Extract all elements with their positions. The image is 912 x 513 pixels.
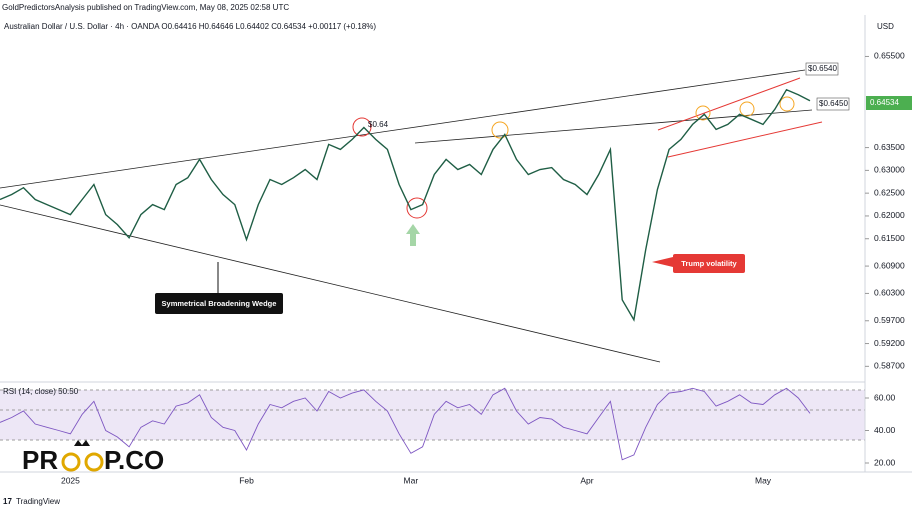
wedge-upper [0,69,806,189]
rsi-title: RSI (14, close) 50.50 [3,387,79,396]
x-tick-label: Feb [239,475,254,485]
annotation: Symmetrical Broadening Wedge [162,299,277,308]
annotation: $0.6540 [808,64,837,73]
marker-circle [491,121,509,139]
wedge-lower [0,204,661,363]
logo-right: P.CO [104,445,164,475]
marker-circle [739,101,755,117]
y-tick-label: 0.65500 [874,51,905,61]
last-price: 0.64534 [870,98,899,107]
y-tick-label: 0.61500 [874,233,905,243]
x-tick-label: Apr [580,475,593,485]
rsi-line [0,387,811,461]
tv-icon: 17 [3,497,12,506]
y2-tick-label: 60.00 [874,392,896,402]
y-tick-label: 0.59700 [874,315,905,325]
channel-upper [657,77,801,131]
annotation: $0.6450 [819,99,848,108]
pointer [652,257,673,267]
label-box [155,293,283,314]
label-box [673,254,745,273]
x-tick-label: 2025 [61,475,80,485]
y-tick-label: 0.60900 [874,260,905,270]
logo-icon [84,452,104,472]
y-tick-label: 0.62000 [874,210,905,220]
y-tick-label: 0.63000 [874,165,905,175]
marker-circle [406,197,428,219]
logo-icon [61,452,81,472]
rsi-band [0,390,865,440]
channel-lower [667,121,823,158]
header: GoldPredictorsAnalysis published on Trad… [2,3,289,12]
footer: TradingView [16,497,60,506]
label-box [805,62,839,76]
y-tick-label: 0.59200 [874,338,905,348]
y2-tick-label: 40.00 [874,425,896,435]
annotation: Trump volatility [681,259,737,268]
x-tick-label: Mar [404,475,419,485]
annotation: $0.64 [368,120,389,129]
chart-title: Australian Dollar / U.S. Dollar · 4h · O… [4,22,376,31]
currency: USD [877,22,894,31]
x-tick-label: May [755,475,772,485]
y-tick-label: 0.60300 [874,288,905,298]
marker-circle [695,105,711,121]
y-tick-label: 0.63500 [874,142,905,152]
marker-circle [352,117,372,137]
marker-circle [779,96,795,112]
last-price-badge [866,96,912,110]
marks [0,88,811,461]
label-box [816,97,850,111]
price-line [0,88,811,322]
y2-tick-label: 20.00 [874,457,896,467]
up-arrow [406,224,420,246]
y-tick-label: 0.62500 [874,187,905,197]
logo-left: PR [22,445,58,475]
logo-crown [74,440,90,446]
y-tick-label: 0.58700 [874,361,905,371]
